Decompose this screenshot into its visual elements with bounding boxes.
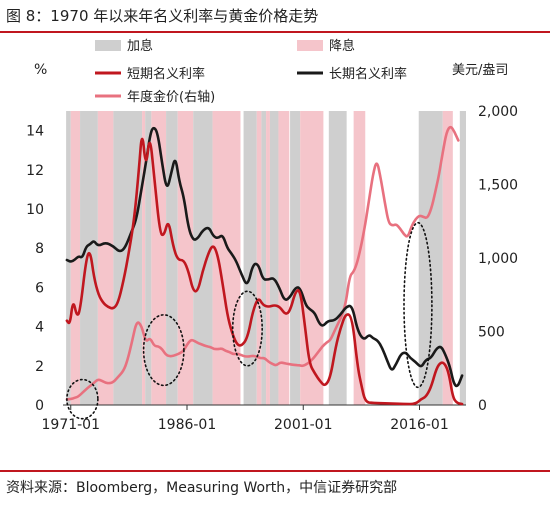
series-gold-line <box>65 125 460 401</box>
left-tick-label-14: 14 <box>26 124 44 140</box>
x-tick-label-1971: 1971-01 <box>42 417 101 433</box>
left-tick-label-0: 0 <box>35 398 44 414</box>
x-axis-ticks: 1971-01 1986-01 2001-01 2016-01 <box>42 405 449 433</box>
annotations <box>66 221 433 420</box>
annotation-ellipse-3 <box>231 290 263 367</box>
right-axis-ticks: 0 500 1,000 1,500 2,000 <box>478 104 518 414</box>
left-tick-label-12: 12 <box>26 163 44 179</box>
chart: 加息 降息 短期名义利率 长期名义利率 年度金价(右轴) % 美元/盎司 0 2 4… <box>26 38 518 433</box>
source-rule <box>0 470 550 472</box>
band-cut-7 <box>151 111 167 405</box>
band-cut-17 <box>278 111 290 405</box>
title-rule <box>0 31 550 33</box>
series-short-rate-line <box>65 137 464 406</box>
band-hike-8 <box>166 111 178 405</box>
legend-cut-swatch <box>297 40 323 51</box>
band-hike-16 <box>269 111 279 405</box>
x-tick-label-1986: 1986-01 <box>158 417 217 433</box>
band-hike-14 <box>261 111 267 405</box>
left-tick-label-8: 8 <box>35 241 44 257</box>
band-hike-0 <box>66 111 71 405</box>
legend-hike-label: 加息 <box>127 38 153 54</box>
left-axis-unit: % <box>34 62 47 78</box>
right-tick-label-500: 500 <box>478 325 505 341</box>
band-cut-9 <box>177 111 194 405</box>
band-hike-24 <box>459 111 466 405</box>
band-cut-15 <box>266 111 270 405</box>
band-hike-20 <box>328 111 347 405</box>
band-hike-18 <box>290 111 301 405</box>
left-tick-label-10: 10 <box>26 202 44 218</box>
band-cut-13 <box>256 111 262 405</box>
legend-cut-label: 降息 <box>329 38 355 54</box>
legend: 加息 降息 短期名义利率 长期名义利率 年度金价(右轴) <box>95 38 407 105</box>
annotation-ellipse-2 <box>142 314 185 387</box>
band-cut-3 <box>97 111 114 405</box>
legend-gold-label: 年度金价(右轴) <box>127 89 215 105</box>
band-hike-22 <box>418 111 443 405</box>
band-hike-12 <box>243 111 257 405</box>
chart-title: 图 8：1970 年以来年名义利率与黄金价格走势 <box>6 7 319 25</box>
right-tick-label-0: 0 <box>478 398 487 414</box>
left-tick-label-4: 4 <box>35 320 44 336</box>
band-hike-10 <box>193 111 213 405</box>
right-tick-label-1500: 1,500 <box>478 178 518 194</box>
band-cut-5 <box>142 111 146 405</box>
left-tick-label-6: 6 <box>35 280 44 296</box>
band-hike-6 <box>145 111 152 405</box>
right-tick-label-2000: 2,000 <box>478 104 518 120</box>
left-tick-label-2: 2 <box>35 359 44 375</box>
x-tick-label-2001: 2001-01 <box>274 417 333 433</box>
band-hike-2 <box>80 111 98 405</box>
legend-long-rate-label: 长期名义利率 <box>329 66 407 82</box>
annotation-ellipse-1 <box>66 378 99 420</box>
left-axis-ticks: 0 2 4 6 8 10 12 14 <box>26 124 44 414</box>
source-note: 资料来源：Bloomberg，Measuring Worth，中信证券研究部 <box>6 480 398 496</box>
legend-hike-swatch <box>95 40 121 51</box>
right-axis-unit: 美元/盎司 <box>452 63 508 78</box>
annotation-ellipse-4 <box>403 221 433 389</box>
x-tick-label-2016: 2016-01 <box>390 417 449 433</box>
band-cut-23 <box>442 111 453 405</box>
series-lines <box>65 125 464 406</box>
legend-short-rate-label: 短期名义利率 <box>127 66 205 82</box>
right-tick-label-1000: 1,000 <box>478 251 518 267</box>
